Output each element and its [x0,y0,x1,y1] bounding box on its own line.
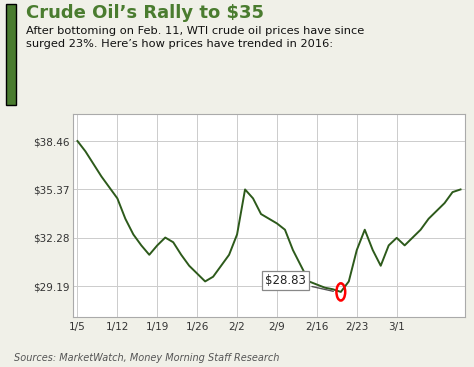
Text: After bottoming on Feb. 11, WTI crude oil prices have since
surged 23%. Here’s h: After bottoming on Feb. 11, WTI crude oi… [26,26,365,49]
Text: Sources: MarketWatch, Money Morning Staff Research: Sources: MarketWatch, Money Morning Staf… [14,353,280,363]
Text: Crude Oil’s Rally to $35: Crude Oil’s Rally to $35 [26,4,264,22]
Text: $28.83: $28.83 [265,274,333,291]
